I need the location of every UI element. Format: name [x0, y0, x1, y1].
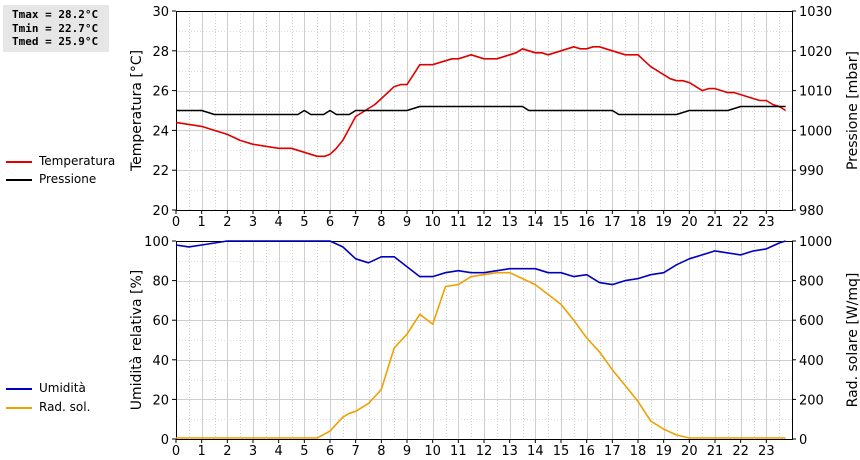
y-axis-title: Temperatura [°C]	[129, 50, 145, 172]
y2-tick-label: 1030	[799, 5, 832, 20]
tmed-stat: Tmed = 25.9°C	[12, 35, 99, 48]
x-tick-label: 8	[377, 215, 385, 230]
x-tick-label: 15	[553, 215, 570, 230]
series-line-rad-sol-	[176, 271, 786, 439]
x-tick-label: 19	[655, 215, 672, 230]
y2-tick-label: 600	[799, 314, 824, 329]
x-tick-label: 17	[604, 444, 621, 459]
y2-axis-title: Rad. solare [W/mq]	[845, 273, 860, 408]
legend-label-pressione: Pressione	[39, 172, 97, 186]
legend-label-temperatura: Temperatura	[39, 154, 116, 168]
x-tick-label: 20	[681, 444, 698, 459]
y2-tick-label: 980	[799, 204, 824, 219]
x-tick-label: 0	[172, 444, 180, 459]
y-tick-label: 28	[152, 45, 169, 60]
y2-tick-label: 1020	[799, 45, 832, 60]
y2-tick-label: 1010	[799, 85, 832, 100]
x-tick-label: 11	[450, 444, 467, 459]
y2-tick-label: 800	[799, 275, 824, 290]
x-tick-label: 4	[275, 444, 283, 459]
x-tick-label: 21	[707, 444, 724, 459]
series-line-pressione	[176, 105, 786, 116]
x-tick-label: 6	[326, 444, 334, 459]
legend-label-umidita: Umidità	[39, 381, 86, 395]
x-tick-label: 23	[758, 444, 775, 459]
legend-swatch-rad-sol	[6, 407, 32, 409]
x-tick-label: 1	[198, 444, 206, 459]
x-tick-label: 17	[604, 215, 621, 230]
x-tick-label: 19	[655, 444, 672, 459]
x-tick-label: 3	[249, 444, 257, 459]
x-tick-label: 4	[275, 215, 283, 230]
x-tick-label: 18	[630, 444, 647, 459]
x-tick-label: 16	[578, 215, 595, 230]
y2-tick-label: 0	[799, 433, 807, 448]
x-tick-label: 10	[424, 215, 441, 230]
legend-swatch-umidita	[6, 388, 32, 390]
x-tick-label: 3	[249, 215, 257, 230]
x-tick-label: 16	[578, 444, 595, 459]
x-tick-label: 23	[758, 215, 775, 230]
x-tick-label: 12	[476, 444, 493, 459]
x-tick-label: 13	[501, 444, 518, 459]
x-tick-label: 11	[450, 215, 467, 230]
temperature-stats-box: Tmax = 28.2°C Tmin = 22.7°C Tmed = 25.9°…	[3, 5, 109, 52]
x-tick-label: 10	[424, 444, 441, 459]
x-tick-label: 9	[403, 444, 411, 459]
panel-temp-press	[172, 10, 796, 214]
x-tick-label: 0	[172, 215, 180, 230]
x-tick-label: 2	[223, 215, 231, 230]
legend-swatch-pressione	[6, 179, 32, 181]
x-tick-label: 2	[223, 444, 231, 459]
panel-hum-rad	[172, 240, 796, 443]
y2-tick-label: 1000	[799, 235, 832, 250]
x-tick-label: 21	[707, 215, 724, 230]
y2-tick-label: 990	[799, 164, 824, 179]
y-tick-label: 40	[152, 354, 169, 369]
x-tick-label: 12	[476, 215, 493, 230]
y-axis-title: Umidità relativa [%]	[129, 270, 145, 411]
x-tick-label: 13	[501, 215, 518, 230]
y-tick-label: 20	[152, 393, 169, 408]
y-tick-label: 30	[152, 5, 169, 20]
x-tick-label: 22	[732, 215, 749, 230]
legend-swatch-temperatura	[6, 161, 32, 163]
tmax-stat: Tmax = 28.2°C	[12, 8, 99, 21]
x-tick-label: 15	[553, 444, 570, 459]
y2-axis-title: Pressione [mbar]	[845, 51, 860, 170]
x-tick-label: 9	[403, 215, 411, 230]
x-tick-label: 5	[300, 215, 308, 230]
y-tick-label: 0	[161, 433, 169, 448]
y-tick-label: 26	[152, 85, 169, 100]
x-tick-label: 14	[527, 215, 544, 230]
x-tick-label: 22	[732, 444, 749, 459]
x-tick-label: 1	[198, 215, 206, 230]
tmin-stat: Tmin = 22.7°C	[12, 21, 99, 35]
y-tick-label: 22	[152, 164, 169, 179]
series-line-umidit-	[175, 240, 786, 286]
y2-tick-label: 400	[799, 354, 824, 369]
series-line-temperatura	[175, 45, 787, 158]
y2-tick-label: 200	[799, 393, 824, 408]
y-tick-label: 100	[144, 235, 169, 250]
x-tick-label: 18	[630, 215, 647, 230]
y-tick-label: 24	[152, 124, 169, 139]
x-tick-label: 7	[352, 215, 360, 230]
x-tick-label: 14	[527, 444, 544, 459]
y-tick-label: 20	[152, 204, 169, 219]
y2-tick-label: 1000	[799, 124, 832, 139]
legend-label-rad-sol: Rad. sol.	[39, 400, 91, 414]
x-tick-label: 8	[377, 444, 385, 459]
y-tick-label: 80	[152, 275, 169, 290]
x-tick-label: 5	[300, 444, 308, 459]
x-tick-label: 7	[352, 444, 360, 459]
x-tick-label: 20	[681, 215, 698, 230]
x-tick-label: 6	[326, 215, 334, 230]
y-tick-label: 60	[152, 314, 169, 329]
